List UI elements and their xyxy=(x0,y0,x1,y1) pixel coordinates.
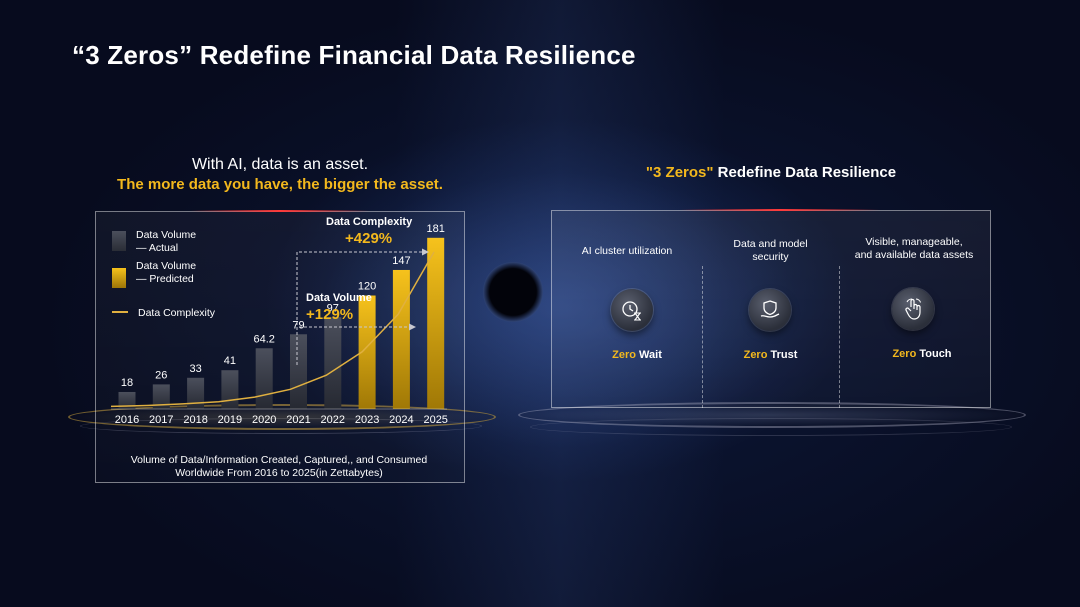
column-heading-line1: Visible, manageable, xyxy=(865,236,963,248)
complexity-annotation-label: Data Complexity xyxy=(326,216,413,228)
legend-swatch-complexity xyxy=(112,311,128,313)
column-heading: AI cluster utilization xyxy=(581,245,673,257)
left-subtitle-highlight: The more data you have, the bigger the a… xyxy=(117,176,443,193)
column-zero-wait: AI cluster utilization xyxy=(552,245,702,258)
x-tick-label-2019: 2019 xyxy=(218,414,242,426)
column-heading-line1: Data and model xyxy=(733,238,808,250)
x-tick-label-2020: 2020 xyxy=(252,414,276,426)
right-subtitle-prefix: "3 Zeros" xyxy=(645,164,714,181)
complexity-line xyxy=(110,251,435,408)
bar-actual-2017 xyxy=(152,384,170,409)
chart-caption-line1: Volume of Data/Information Created, Capt… xyxy=(130,454,428,466)
zero-trust-label: Zero Trust xyxy=(702,349,839,361)
value-label-2022: 97 xyxy=(327,302,339,314)
value-label-2024: 147 xyxy=(392,255,410,267)
bar-predicted-2024 xyxy=(392,269,410,409)
legend-predicted-line2: — Predicted xyxy=(136,273,194,285)
zero-prefix: Zero xyxy=(612,349,636,361)
legend-actual: Data Volume — Actual xyxy=(136,229,196,255)
x-tick-label-2021: 2021 xyxy=(286,414,310,426)
column-heading-line2: and available data assets xyxy=(854,249,974,261)
bar-predicted-2023 xyxy=(358,295,376,409)
x-tick-label-2022: 2022 xyxy=(321,414,345,426)
x-tick-label-2018: 2018 xyxy=(183,414,207,426)
zero-word: Touch xyxy=(916,348,952,360)
value-label-2017: 26 xyxy=(155,369,167,381)
column-divider-1 xyxy=(702,266,703,408)
bar-actual-2021 xyxy=(290,334,307,409)
chart-caption-line2: Worldwide From 2016 to 2025(in Zettabyte… xyxy=(175,467,383,479)
volume-arrow xyxy=(296,323,416,365)
volume-annotation-value: +129% xyxy=(306,306,354,323)
bar-actual-2020 xyxy=(255,348,273,409)
x-tick-label-2024: 2024 xyxy=(389,414,413,426)
hourglass-clock-icon xyxy=(611,289,653,331)
x-tick-label-2017: 2017 xyxy=(149,414,173,426)
complexity-annotation-value: +429% xyxy=(345,230,393,247)
right-subtitle-rest: Redefine Data Resilience xyxy=(713,164,897,181)
x-tick-label-2016: 2016 xyxy=(115,414,139,426)
value-label-2020: 64.2 xyxy=(253,333,274,345)
right-platform-ring xyxy=(518,402,1026,428)
value-label-2025: 181 xyxy=(427,223,445,235)
legend-actual-line2: — Actual xyxy=(136,242,179,254)
background-black-hole xyxy=(483,262,543,322)
shield-hand-icon xyxy=(749,289,791,331)
bar-actual-2019 xyxy=(221,370,239,409)
legend-swatch-predicted xyxy=(112,268,126,288)
column-divider-2 xyxy=(839,266,840,408)
value-label-2021: 79 xyxy=(292,319,304,331)
right-subtitle: "3 Zeros" Redefine Data Resilience xyxy=(552,164,990,181)
left-subtitle: With AI, data is an asset. xyxy=(191,156,369,173)
zero-word: Trust xyxy=(767,349,798,361)
legend-actual-line1: Data Volume xyxy=(136,229,197,241)
bar-actual-2018 xyxy=(187,377,205,409)
zero-prefix: Zero xyxy=(743,349,768,361)
left-platform-ring xyxy=(68,404,496,430)
chart-panel-glow-line xyxy=(190,210,370,212)
column-heading-line2: security xyxy=(752,251,789,263)
x-tick-label-2023: 2023 xyxy=(355,414,379,426)
legend-predicted-line1: Data Volume xyxy=(136,260,197,272)
zero-word: Wait xyxy=(635,349,662,361)
touch-hand-icon xyxy=(892,288,934,330)
legend-swatch-actual xyxy=(112,231,126,251)
legend-complexity: Data Complexity xyxy=(138,307,216,319)
chart-caption: Volume of Data/Information Created, Capt… xyxy=(95,454,463,480)
bar-actual-2016 xyxy=(118,391,136,409)
background-light-beam xyxy=(395,0,725,607)
zero-prefix: Zero xyxy=(892,348,917,360)
value-label-2023: 120 xyxy=(358,281,376,293)
zero-touch-label: Zero Touch xyxy=(839,348,1005,360)
legend-predicted: Data Volume — Predicted xyxy=(136,260,196,286)
value-label-2016: 18 xyxy=(121,377,133,389)
volume-annotation-label: Data Volume xyxy=(306,292,372,304)
column-zero-trust: Data and model security xyxy=(702,238,839,264)
zero-wait-label: Zero Wait xyxy=(552,349,722,361)
value-label-2018: 33 xyxy=(189,363,201,375)
column-zero-touch: Visible, manageable, and available data … xyxy=(839,236,989,262)
bar-predicted-2025 xyxy=(427,237,445,409)
three-zeros-glow-line xyxy=(680,209,880,211)
value-label-2019: 41 xyxy=(224,355,236,367)
bar-actual-2022 xyxy=(324,317,342,409)
x-tick-label-2025: 2025 xyxy=(423,414,447,426)
page-title: “3 Zeros” Redefine Financial Data Resili… xyxy=(72,40,636,70)
